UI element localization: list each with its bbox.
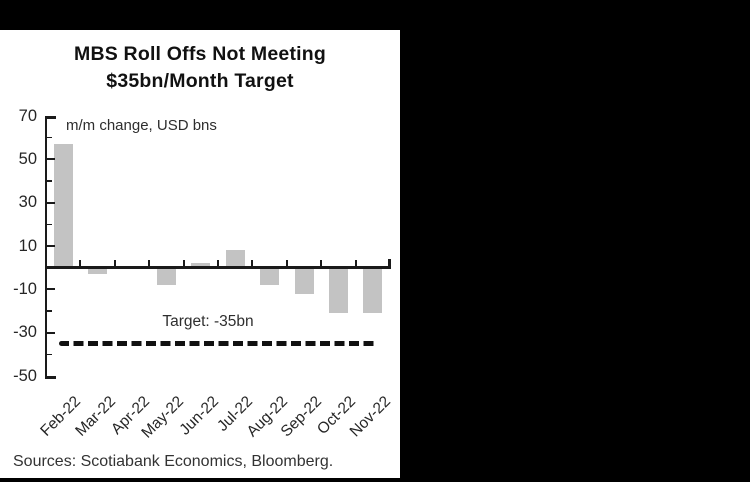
x-tick-1: [79, 260, 82, 267]
y-major-tick--10: [46, 288, 55, 291]
x-tick-7: [285, 260, 288, 267]
bar-jul-22: [225, 250, 245, 269]
y-tick-label--30: -30: [13, 323, 37, 342]
x-tick-3: [148, 260, 151, 267]
y-minor-tick-60: [46, 136, 52, 139]
y-major-tick-10: [46, 245, 55, 248]
x-tick-8: [320, 260, 323, 267]
target-dashed-line: [59, 341, 378, 347]
bar-mar-22: [88, 266, 108, 275]
bar-may-22: [156, 266, 176, 286]
y-major-tick--30: [46, 331, 55, 334]
chart-title: MBS Roll Offs Not Meeting $35bn/Month Ta…: [0, 41, 400, 95]
y-major-tick-50: [46, 158, 55, 161]
x-tick-5: [217, 260, 219, 267]
bar-oct-22: [328, 266, 348, 314]
y-axis-line: [45, 116, 48, 379]
bar-feb-22: [53, 144, 73, 269]
y-minor-tick--20: [46, 310, 52, 312]
sources-note: Sources: Scotiabank Economics, Bloomberg…: [13, 453, 334, 470]
bar-aug-22: [260, 266, 280, 286]
y-major-tick-30: [46, 201, 55, 204]
x-axis-line: [44, 266, 391, 269]
bar-chart: 70 50 30 10 -10 -30 -50 Feb-22 Mar-22 Apr-22 May-2…: [0, 30, 400, 478]
chart-title-line1: MBS Roll Offs Not Meeting: [74, 43, 326, 65]
y-minor-tick--40: [46, 353, 52, 356]
y-axis-bottom-cap: [46, 376, 56, 379]
y-tick-label-10: 10: [18, 236, 37, 255]
x-tick-2: [113, 260, 116, 267]
y-axis-top-cap: [46, 116, 56, 119]
y-tick-label-50: 50: [18, 149, 37, 168]
target-line-label: Target: -35bn: [162, 313, 254, 330]
y-tick-label--10: -10: [13, 279, 37, 298]
y-tick-label--50: -50: [13, 366, 37, 385]
y-tick-label-30: 30: [18, 193, 37, 212]
y-minor-tick-20: [46, 223, 52, 226]
bar-sep-22: [294, 266, 314, 294]
chart-panel: MBS Roll Offs Not Meeting $35bn/Month Ta…: [0, 30, 400, 478]
x-tick-6: [251, 260, 254, 267]
x-tick-9: [354, 260, 357, 267]
chart-title-line2: $35bn/Month Target: [106, 70, 294, 92]
x-tick-4: [182, 260, 185, 267]
y-tick-label-70: 70: [18, 106, 37, 125]
bar-jun-22: [191, 263, 211, 269]
bar-nov-22: [363, 266, 383, 314]
y-minor-tick-40: [46, 180, 52, 182]
axis-units-annotation: m/m change, USD bns: [66, 117, 217, 134]
x-axis-end-cap: [388, 259, 391, 267]
